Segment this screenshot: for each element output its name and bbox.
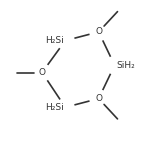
Text: O: O <box>39 68 46 77</box>
Text: O: O <box>95 27 102 36</box>
Text: SiH₂: SiH₂ <box>116 61 135 70</box>
Text: H₂Si: H₂Si <box>45 103 64 112</box>
Text: H₂Si: H₂Si <box>45 36 64 45</box>
Text: O: O <box>95 94 102 103</box>
